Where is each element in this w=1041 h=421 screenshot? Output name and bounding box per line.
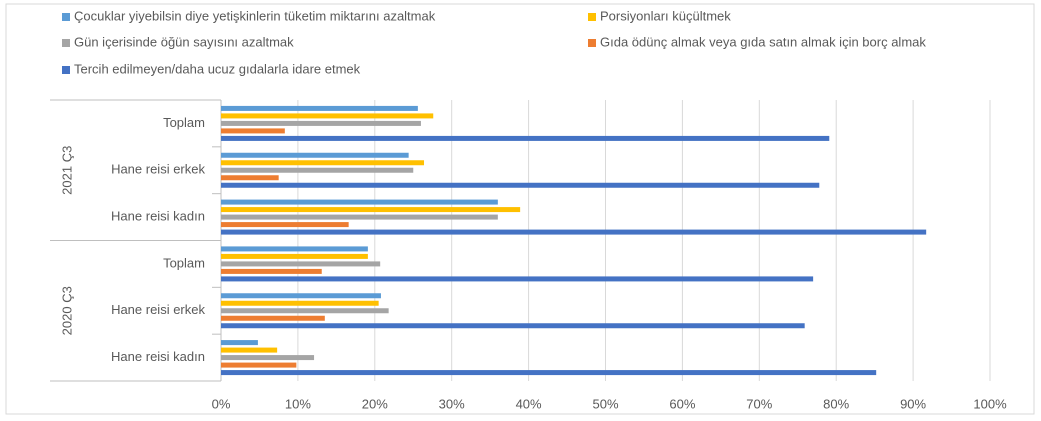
y-tick-label: Hane reisi kadın [111, 349, 205, 364]
x-tick-label: 30% [439, 396, 465, 411]
legend-swatch [62, 39, 70, 47]
bar [221, 261, 381, 267]
bar [221, 214, 498, 220]
y-tick-label: Hane reisi erkek [111, 162, 205, 177]
bar [221, 362, 297, 368]
legend-label: Tercih edilmeyen/daha ucuz gıdalarla ida… [74, 61, 361, 76]
x-tick-label: 20% [362, 396, 388, 411]
y-tick-label: Toplam [163, 115, 205, 130]
bar [221, 308, 389, 314]
bar [221, 105, 418, 111]
bar [221, 355, 315, 361]
x-tick-label: 40% [516, 396, 542, 411]
bar [221, 253, 368, 259]
bar [221, 135, 830, 141]
bar [221, 315, 325, 321]
bar [221, 160, 425, 166]
legend-swatch [62, 13, 70, 21]
bar [221, 120, 421, 126]
bar [221, 323, 805, 329]
group-label: 2020 Ç3 [59, 286, 74, 335]
legend-swatch [588, 39, 596, 47]
x-tick-label: 80% [823, 396, 849, 411]
bar [221, 222, 349, 228]
bar [221, 300, 379, 306]
x-tick-label: 100% [973, 396, 1007, 411]
bar [221, 152, 409, 158]
bar [221, 276, 814, 282]
bar [221, 293, 381, 299]
bar [221, 199, 498, 205]
y-tick-label: Hane reisi kadın [111, 209, 205, 224]
bar [221, 268, 322, 274]
legend-label: Porsiyonları küçültmek [600, 8, 731, 23]
bar [221, 128, 285, 134]
bar [221, 229, 927, 235]
x-tick-label: 60% [669, 396, 695, 411]
x-tick-label: 50% [592, 396, 618, 411]
legend-swatch [588, 13, 596, 21]
x-tick-label: 70% [746, 396, 772, 411]
legend-label: Çocuklar yiyebilsin diye yetişkinlerin t… [74, 8, 436, 23]
x-tick-label: 90% [900, 396, 926, 411]
x-tick-label: 0% [212, 396, 231, 411]
y-tick-label: Hane reisi erkek [111, 302, 205, 317]
bar [221, 370, 877, 376]
bar [221, 167, 414, 173]
legend-label: Gıda ödünç almak veya gıda satın almak i… [600, 34, 926, 49]
group-label: 2021 Ç3 [59, 146, 74, 195]
bar [221, 347, 278, 353]
bar [221, 113, 434, 119]
bar [221, 246, 368, 252]
legend-label: Gün içerisinde öğün sayısını azaltmak [74, 34, 294, 49]
x-tick-label: 10% [285, 396, 311, 411]
bar [221, 175, 279, 181]
y-tick-label: Toplam [163, 255, 205, 270]
bar [221, 207, 521, 213]
legend-swatch [62, 66, 70, 74]
bar [221, 182, 820, 188]
bar [221, 340, 258, 346]
